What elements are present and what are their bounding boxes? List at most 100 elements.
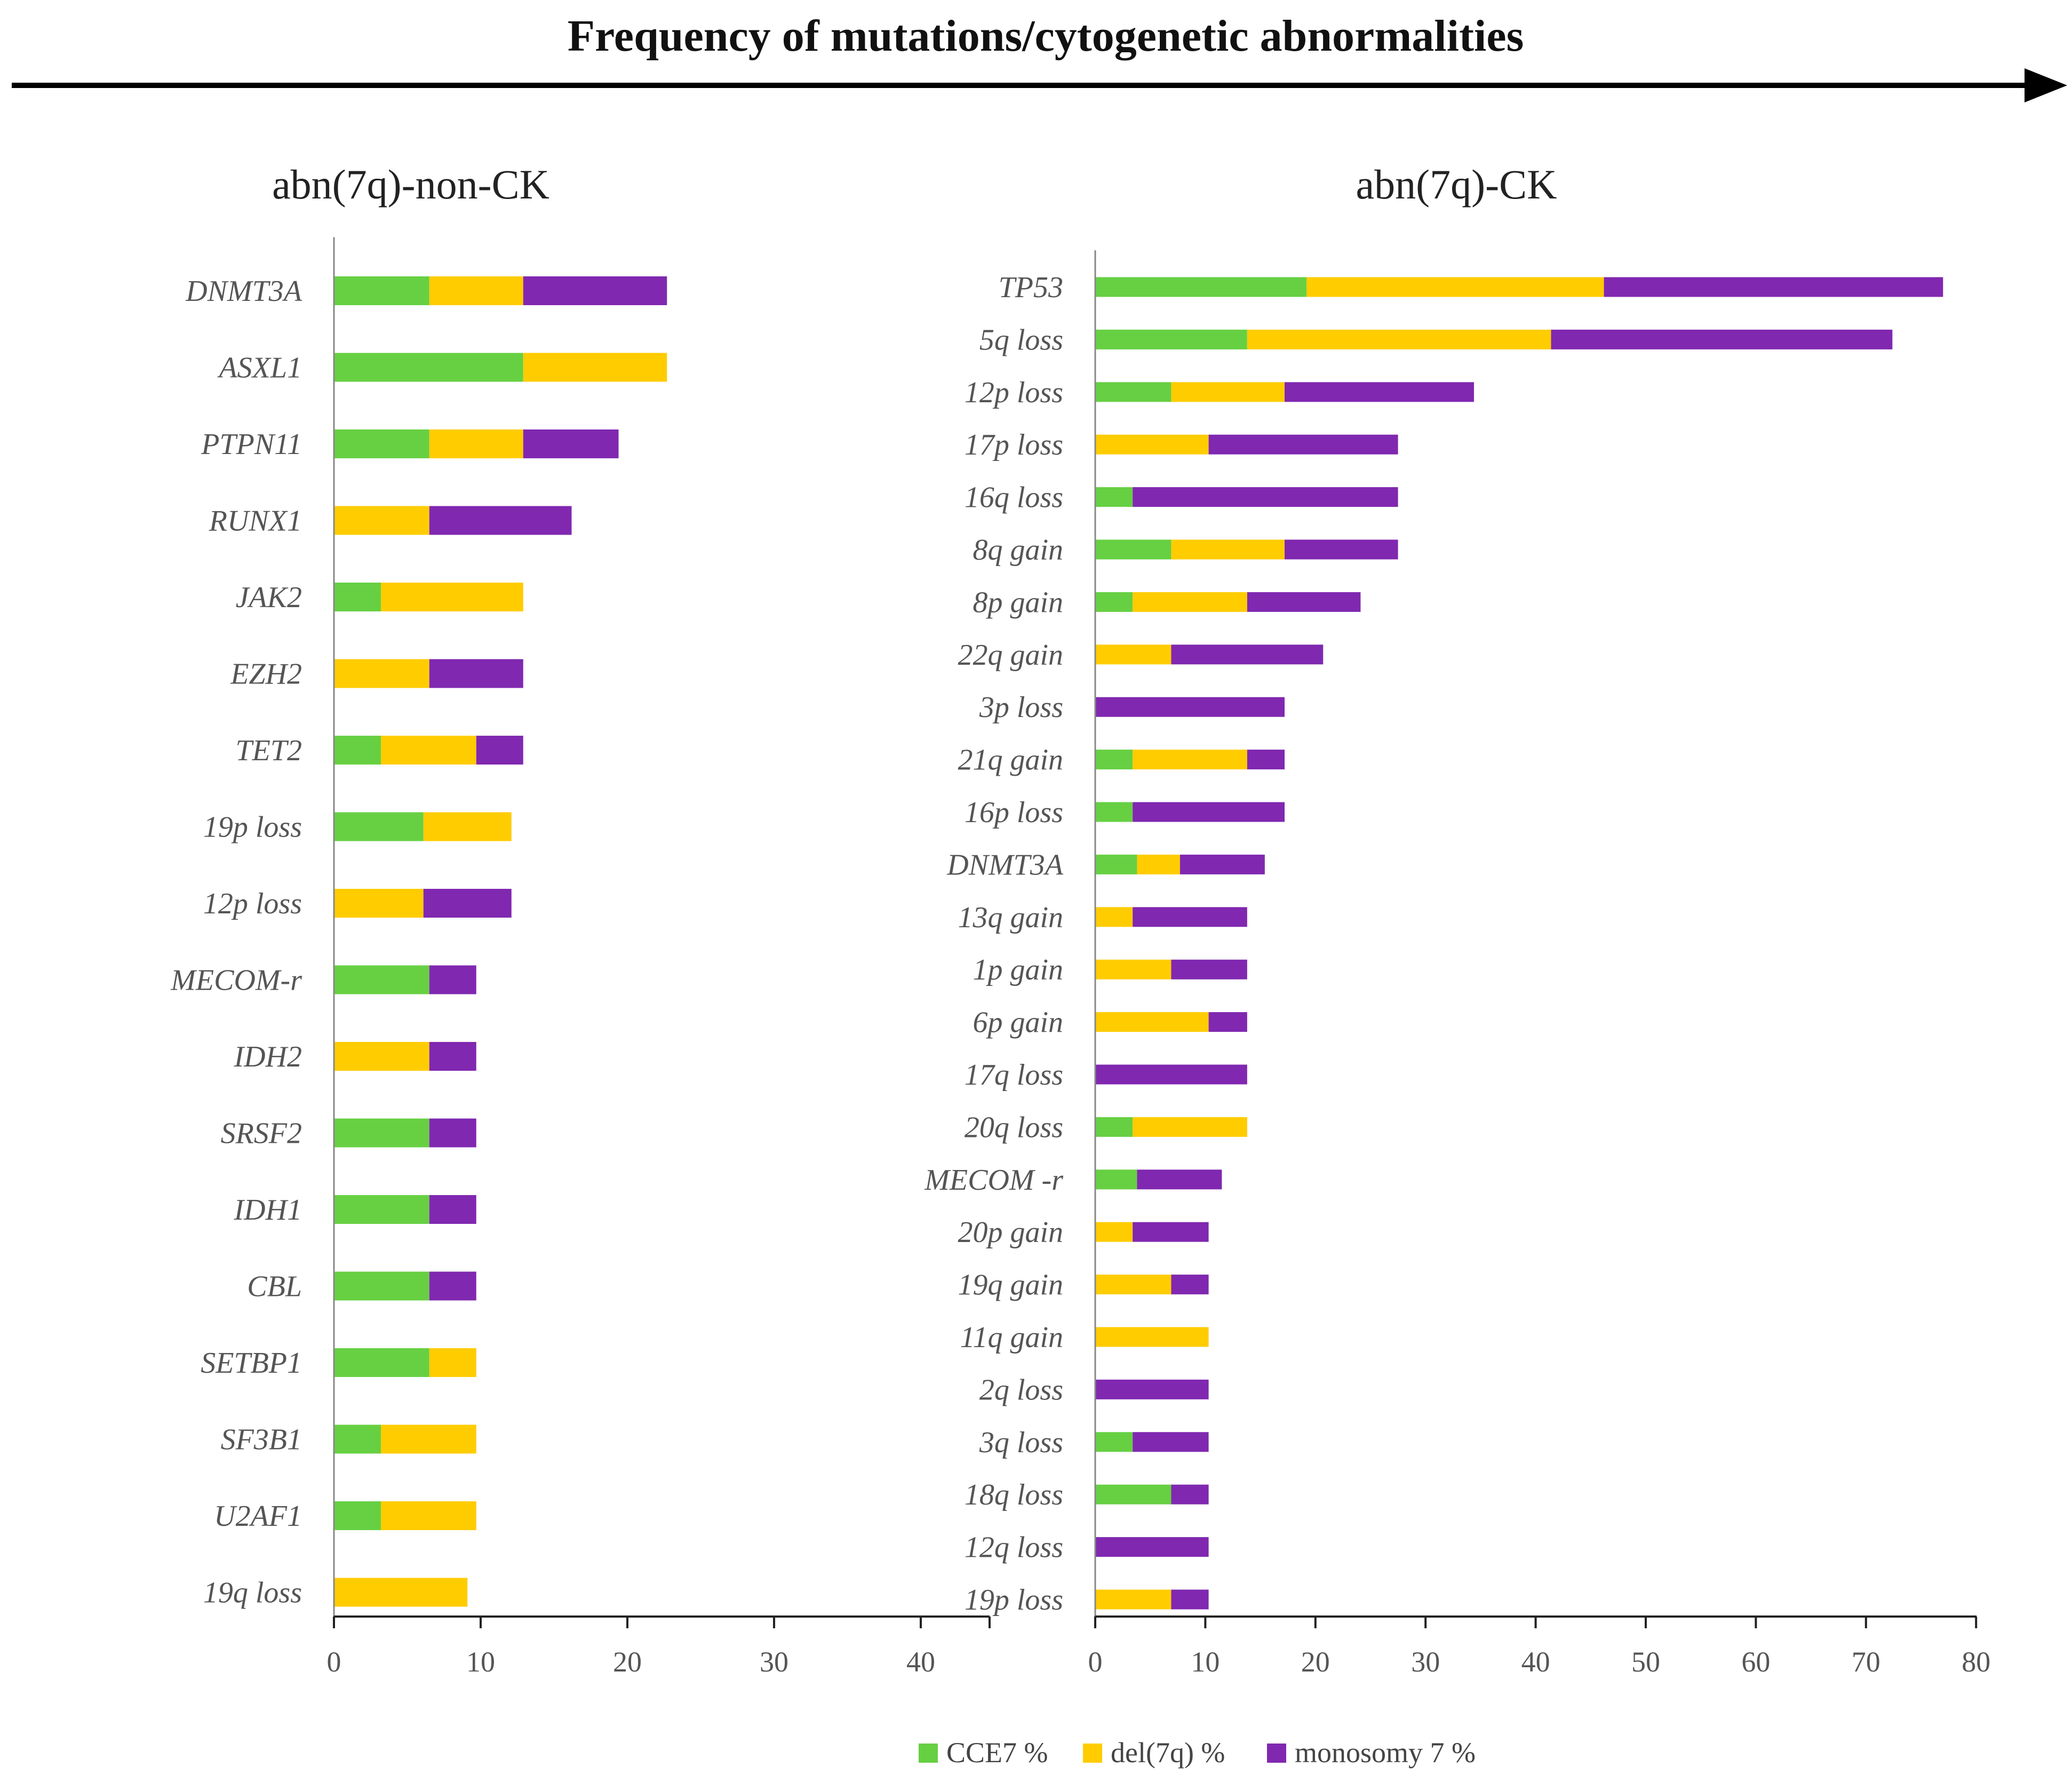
bar-segment-del7q — [381, 1501, 476, 1530]
category-label: CBL — [247, 1270, 302, 1303]
bar-segment-del7q — [1095, 1275, 1172, 1295]
category-label: 13q gain — [958, 901, 1063, 934]
category-label: 22q gain — [958, 639, 1063, 672]
x-tick-label: 30 — [1411, 1646, 1440, 1678]
bar-segment-monosomy7 — [1133, 802, 1285, 822]
bar-segment-monosomy7 — [1180, 854, 1265, 874]
bar-segment-del7q — [1095, 1589, 1172, 1610]
bar-segment-monosomy7 — [1247, 592, 1361, 612]
bar-segment-del7q — [429, 429, 523, 458]
category-label: 17p loss — [965, 428, 1063, 461]
x-tick-label: 20 — [613, 1646, 642, 1678]
bar-segment-del7q — [1133, 1117, 1247, 1137]
bar-segment-del7q — [1171, 539, 1285, 560]
category-label: 2q loss — [979, 1373, 1063, 1406]
category-label: DNMT3A — [185, 275, 302, 308]
bar-segment-monosomy7 — [1095, 697, 1285, 717]
category-label: IDH1 — [233, 1193, 302, 1227]
category-label: 5q loss — [979, 323, 1063, 356]
category-label: 3q loss — [979, 1426, 1063, 1459]
legend-label-del7q: del(7q) % — [1111, 1737, 1225, 1769]
category-label: 12q loss — [965, 1531, 1063, 1564]
bar-segment-monosomy7 — [1095, 1537, 1209, 1557]
bar-segment-monosomy7 — [1285, 539, 1398, 560]
category-label: 16p loss — [965, 796, 1063, 829]
chart-title-ck: abn(7q)-CK — [1356, 161, 1557, 208]
legend-label-cce7: CCE7 % — [946, 1737, 1048, 1769]
bar-segment-monosomy7 — [1133, 1222, 1209, 1242]
bar-segment-monosomy7 — [476, 736, 523, 765]
category-label: 1p gain — [973, 953, 1063, 986]
bar-segment-monosomy7 — [429, 965, 476, 994]
bar-segment-del7q — [1133, 750, 1247, 770]
category-label: 8p gain — [973, 586, 1063, 619]
category-label: MECOM-r — [170, 964, 302, 997]
bar-segment-del7q — [334, 659, 429, 688]
category-labels-non-ck: DNMT3A ASXL1 PTPN11 RUNX1 JAK2 EZH2 TET2 19p lo… — [170, 275, 302, 1610]
bar-segment-del7q — [381, 736, 476, 765]
category-label: 12p loss — [965, 376, 1063, 409]
bar-segment-del7q — [429, 276, 523, 305]
bar-segment-del7q — [1095, 434, 1209, 455]
x-tick-label: 50 — [1631, 1646, 1660, 1678]
x-tick-label: 10 — [466, 1646, 495, 1678]
bar-segment-del7q — [334, 1578, 468, 1607]
legend-swatch-cce7 — [919, 1744, 938, 1763]
bar-segment-cce7 — [334, 1271, 429, 1301]
bar-segment-monosomy7 — [1247, 750, 1285, 770]
category-label: 19q gain — [958, 1269, 1063, 1302]
bar-segment-del7q — [1095, 959, 1172, 980]
bar-segment-monosomy7 — [429, 506, 572, 535]
bar-segment-monosomy7 — [1137, 1169, 1222, 1190]
category-label: 20q loss — [965, 1111, 1063, 1144]
chart-non-ck: abn(7q)-non-CK DNMT3A ASXL1 PTPN11 RUNX1 JAK… — [170, 161, 991, 1678]
bar-segment-cce7 — [334, 812, 424, 841]
bar-segment-monosomy7 — [523, 429, 619, 458]
category-label: JAK2 — [236, 581, 302, 614]
category-labels-ck: TP53 5q loss 12p loss 17p loss 16q loss 8q ga… — [924, 271, 1064, 1617]
category-label: 8q gain — [973, 534, 1063, 567]
x-tick-label: 80 — [1962, 1646, 1990, 1678]
legend-swatch-del7q — [1083, 1744, 1102, 1763]
x-tick-label: 60 — [1741, 1646, 1770, 1678]
bar-segment-cce7 — [1095, 854, 1137, 874]
bar-segment-monosomy7 — [429, 1118, 476, 1148]
bar-segment-monosomy7 — [1133, 907, 1247, 927]
bar-segment-cce7 — [1095, 1432, 1133, 1452]
x-axis-ck: 0 10 20 30 40 50 60 70 80 — [1088, 250, 1990, 1678]
bar-segment-monosomy7 — [429, 1042, 476, 1071]
category-label: TP53 — [999, 271, 1063, 304]
bar-segment-monosomy7 — [1095, 1379, 1209, 1399]
legend-label-monosomy7: monosomy 7 % — [1295, 1737, 1476, 1769]
category-label: 19p loss — [203, 811, 302, 844]
bar-segment-cce7 — [334, 1195, 429, 1224]
category-label: 20p gain — [958, 1216, 1063, 1249]
chart-title-non-ck: abn(7q)-non-CK — [272, 161, 549, 208]
category-label: 19q loss — [203, 1577, 302, 1610]
category-label: SETBP1 — [201, 1347, 302, 1380]
x-tick-label: 30 — [760, 1646, 788, 1678]
bars-ck — [1095, 277, 1943, 1610]
chart-ck: abn(7q)-CK TP53 5q loss 12p loss 17p loss 16… — [924, 161, 1990, 1678]
category-label: 18q loss — [965, 1478, 1063, 1511]
bar-segment-del7q — [423, 812, 512, 841]
category-label: PTPN11 — [201, 428, 302, 461]
category-label: RUNX1 — [209, 505, 302, 538]
bar-segment-del7q — [429, 1348, 476, 1377]
bar-segment-monosomy7 — [429, 1271, 476, 1301]
x-tick-label: 70 — [1852, 1646, 1880, 1678]
legend-swatch-monosomy7 — [1267, 1744, 1286, 1763]
x-tick-label: 20 — [1301, 1646, 1330, 1678]
x-tick-label: 40 — [906, 1646, 935, 1678]
x-tick-label: 0 — [327, 1646, 341, 1678]
bar-segment-cce7 — [334, 1118, 429, 1148]
bar-segment-del7q — [381, 583, 523, 611]
bar-segment-del7q — [1171, 382, 1285, 402]
bar-segment-del7q — [334, 506, 429, 535]
bar-segment-cce7 — [334, 1424, 381, 1454]
bar-segment-cce7 — [1095, 592, 1133, 612]
x-axis-non-ck: 0 10 20 30 40 — [327, 237, 991, 1678]
category-label: 3p loss — [979, 691, 1063, 724]
bar-segment-del7q — [523, 353, 667, 382]
